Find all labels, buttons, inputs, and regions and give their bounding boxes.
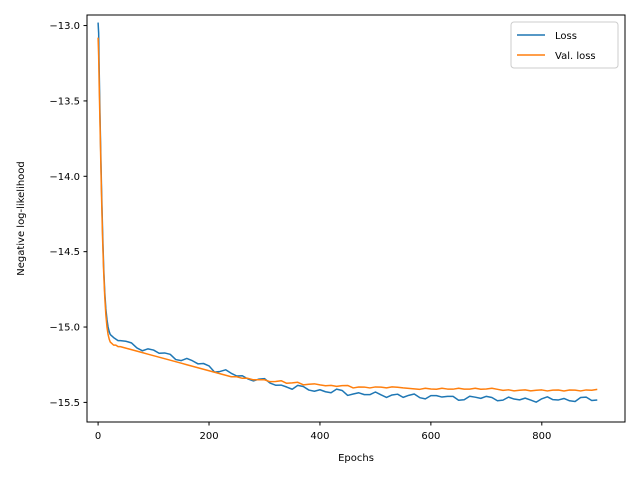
y-tick-label: −15.5 xyxy=(49,398,80,409)
y-axis-label: Negative log-likelihood xyxy=(16,161,27,276)
y-tick-label: −13.0 xyxy=(49,21,80,32)
series-line-loss xyxy=(97,22,598,403)
series-layer xyxy=(97,22,598,403)
x-tick-label: 800 xyxy=(532,431,551,442)
series-line-val-loss xyxy=(97,37,598,392)
x-tick-label: 400 xyxy=(310,431,329,442)
x-tick-label: 0 xyxy=(95,431,101,442)
axes-layer: 0 200 400 600 800 −13.0 −13.5 −14.0 −14.5 −15.0 −1… xyxy=(49,14,626,442)
plot-area xyxy=(87,15,625,422)
legend-label-val-loss: Val. loss xyxy=(555,51,596,62)
y-tick-label: −15.0 xyxy=(49,323,80,334)
y-tick-label: −14.5 xyxy=(49,247,80,258)
axes-frame xyxy=(86,14,626,423)
x-tick-label: 600 xyxy=(421,431,440,442)
y-tick-label: −13.5 xyxy=(49,96,80,107)
y-tick-label: −14.0 xyxy=(49,172,80,183)
legend-label-loss: Loss xyxy=(555,31,577,42)
x-axis-label: Epochs xyxy=(338,453,374,464)
x-tick-label: 200 xyxy=(199,431,218,442)
legend-box xyxy=(510,21,619,69)
legend: Loss Val. loss xyxy=(510,21,619,69)
